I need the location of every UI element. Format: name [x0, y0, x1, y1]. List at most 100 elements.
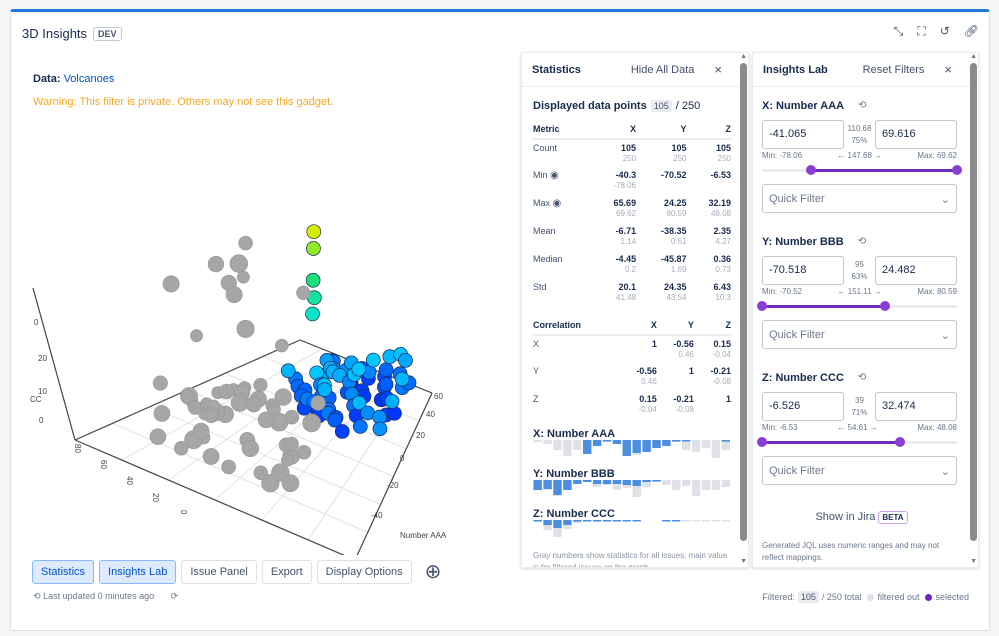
refresh-icon[interactable]: ⟳	[170, 591, 179, 601]
data-point-filtered-out[interactable]	[218, 383, 235, 400]
data-point-filtered-out[interactable]	[267, 402, 281, 417]
data-point-filtered-out[interactable]	[281, 474, 300, 493]
data-point-filtered-out[interactable]	[225, 286, 243, 304]
data-point-filtered-out[interactable]	[274, 388, 292, 406]
data-point-selected[interactable]	[351, 395, 367, 411]
data-point-filtered-out[interactable]	[238, 235, 253, 251]
data-point-filtered-out[interactable]	[281, 453, 294, 467]
data-point-selected[interactable]	[372, 421, 388, 437]
eye-icon[interactable]: ◉	[552, 198, 562, 209]
min-input[interactable]: -41.065	[762, 120, 844, 149]
data-point-selected[interactable]	[394, 371, 410, 387]
data-point-filtered-out[interactable]	[296, 285, 311, 300]
display-options-button[interactable]: Display Options	[316, 559, 412, 584]
scrollbar[interactable]	[970, 63, 977, 541]
reset-axis-icon[interactable]: ⟲	[857, 236, 867, 247]
scroll-down-icon[interactable]: ▼	[970, 558, 977, 565]
data-point-filtered-out[interactable]	[284, 409, 300, 425]
reset-filters-button[interactable]: Reset Filters	[862, 63, 925, 76]
data-point-selected[interactable]	[317, 382, 332, 398]
close-icon[interactable]: ×	[714, 62, 722, 77]
data-point-selected[interactable]	[327, 412, 343, 428]
data-point-filtered-out[interactable]	[221, 459, 236, 475]
data-point-filtered-out[interactable]	[236, 270, 250, 284]
data-point-filtered-out[interactable]	[284, 436, 299, 452]
eye-icon[interactable]: ◉	[550, 170, 559, 181]
slider-max-handle[interactable]	[952, 165, 962, 175]
reset-axis-icon[interactable]: ⟲	[857, 372, 867, 383]
scroll-up-icon[interactable]: ▲	[970, 53, 977, 60]
data-point-filtered-out[interactable]	[257, 411, 275, 429]
max-input[interactable]: 69.616	[875, 120, 957, 149]
scroll-up-icon[interactable]: ▲	[740, 53, 747, 60]
close-icon[interactable]: ×	[944, 62, 952, 77]
link-icon[interactable]: 🔗︎	[963, 24, 979, 38]
quick-filter-select[interactable]: Quick Filter ⌄	[762, 184, 957, 213]
hide-all-data-button[interactable]: Hide All Data	[630, 63, 695, 76]
scatter-3d-plot[interactable]: 0 20 10 0 CC 80 60 40 20 0 60 40 20 0 -20 -40 Number AAA	[15, 190, 515, 555]
data-point-filtered-out[interactable]	[253, 465, 268, 480]
data-point-selected[interactable]	[387, 405, 402, 421]
data-point-filtered-out[interactable]	[192, 422, 210, 440]
data-point-selected[interactable]	[378, 362, 394, 378]
data-point-selected[interactable]	[378, 377, 394, 392]
data-point-filtered-out[interactable]	[190, 329, 203, 343]
data-point-selected[interactable]	[305, 306, 320, 322]
data-point-filtered-out[interactable]	[203, 407, 220, 424]
data-point-selected[interactable]	[365, 352, 381, 368]
data-point-filtered-out[interactable]	[310, 395, 326, 411]
min-input[interactable]: -70.518	[762, 256, 844, 285]
statistics-button[interactable]: Statistics	[32, 559, 95, 584]
quick-filter-select[interactable]: Quick Filter ⌄	[762, 456, 957, 485]
data-point-filtered-out[interactable]	[149, 428, 167, 445]
range-slider[interactable]	[762, 164, 962, 178]
data-point-selected[interactable]	[351, 361, 367, 377]
insights-lab-button[interactable]: Insights Lab	[99, 559, 177, 584]
data-point-filtered-out[interactable]	[207, 255, 225, 273]
reset-axis-icon[interactable]: ⟲	[858, 100, 867, 111]
max-input[interactable]: 32.474	[874, 392, 957, 421]
export-button[interactable]: Export	[261, 559, 312, 584]
show-in-jira-button[interactable]: Show in Jira BETA	[753, 511, 970, 524]
quick-filter-select[interactable]: Quick Filter ⌄	[762, 320, 957, 349]
max-input[interactable]: 24.482	[874, 256, 957, 285]
data-point-filtered-out[interactable]	[296, 444, 312, 460]
range-slider[interactable]	[757, 300, 957, 314]
data-point-filtered-out[interactable]	[188, 400, 203, 415]
data-point-filtered-out[interactable]	[202, 448, 220, 465]
scroll-down-icon[interactable]: ▼	[740, 558, 747, 565]
data-source-link[interactable]: Volcanoes	[63, 73, 115, 85]
data-point-selected[interactable]	[306, 241, 321, 256]
data-point-selected[interactable]	[334, 424, 350, 439]
data-point-filtered-out[interactable]	[180, 389, 194, 403]
issue-panel-button[interactable]: Issue Panel	[181, 559, 257, 584]
data-point-filtered-out[interactable]	[173, 441, 189, 456]
collapse-icon[interactable]: ⤡	[893, 24, 904, 38]
data-point-selected[interactable]	[280, 363, 296, 379]
data-point-filtered-out[interactable]	[302, 413, 321, 433]
data-point-filtered-out[interactable]	[236, 319, 255, 338]
exit-fullscreen-icon[interactable]: ⛶	[917, 24, 926, 38]
data-point-filtered-out[interactable]	[253, 378, 268, 393]
data-point-selected[interactable]	[384, 393, 400, 409]
slider-max-handle[interactable]	[879, 301, 890, 311]
data-point-selected[interactable]	[306, 224, 322, 240]
data-point-filtered-out[interactable]	[162, 275, 180, 293]
data-point-filtered-out[interactable]	[229, 254, 249, 273]
scrollbar[interactable]	[740, 63, 747, 541]
slider-min-handle[interactable]	[805, 165, 816, 175]
data-point-filtered-out[interactable]	[153, 405, 171, 422]
range-slider[interactable]	[757, 436, 957, 450]
data-point-filtered-out[interactable]	[245, 396, 262, 413]
slider-max-handle[interactable]	[895, 437, 906, 447]
data-point-selected[interactable]	[352, 419, 368, 434]
data-point-filtered-out[interactable]	[230, 393, 249, 412]
data-point-selected[interactable]	[305, 272, 321, 288]
undo-icon[interactable]: ↺	[939, 24, 950, 38]
data-point-filtered-out[interactable]	[152, 375, 168, 391]
min-input[interactable]: -6.526	[762, 392, 844, 421]
add-icon[interactable]: ⊕	[424, 561, 442, 583]
data-point-filtered-out[interactable]	[275, 338, 289, 353]
data-point-selected[interactable]	[398, 353, 413, 368]
slider-min-handle[interactable]	[757, 437, 767, 447]
